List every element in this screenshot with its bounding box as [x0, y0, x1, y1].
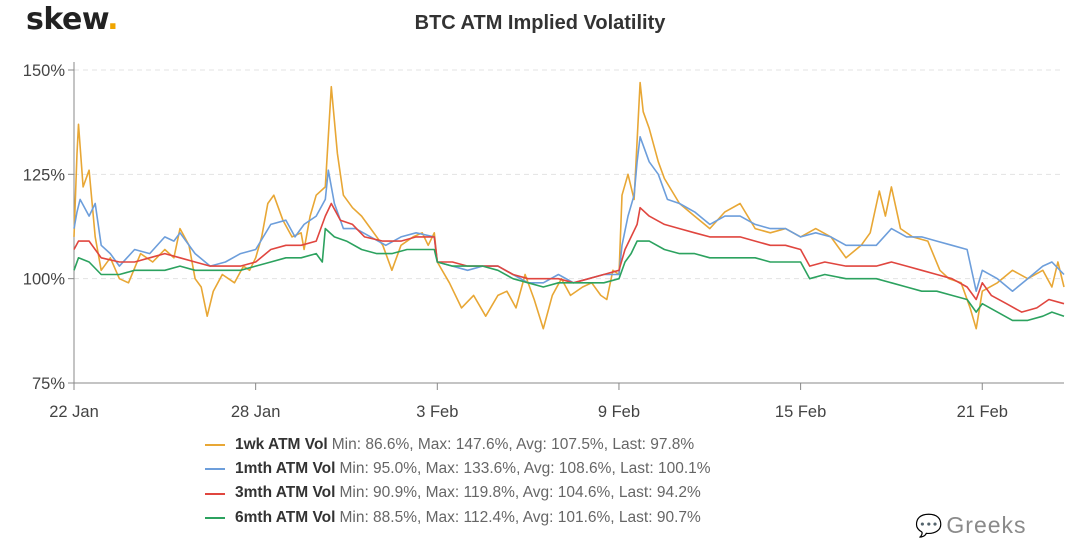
legend-series-name: 1mth ATM Vol: [235, 460, 336, 478]
legend-swatch: [205, 444, 225, 447]
watermark-text: Greeks: [946, 512, 1027, 538]
x-tick-label: 22 Jan: [49, 403, 99, 421]
y-tick-label: 125%: [23, 166, 66, 184]
axes: 75% 100% 125% 150% 22 Jan 28 Jan 3 Feb 9 Feb 15 …: [23, 62, 1064, 421]
legend-swatch: [205, 516, 225, 519]
legend-swatch: [205, 492, 225, 495]
x-tick-label: 3 Feb: [416, 403, 458, 421]
skew-logo: skew.: [26, 2, 119, 37]
series-line-3: [73, 202, 1065, 313]
x-tick-label: 28 Jan: [231, 403, 281, 421]
legend-swatch: [205, 468, 225, 471]
logo-dot: .: [107, 2, 119, 37]
legend-item[interactable]: 1mth ATM Vol Min: 95.0%, Max: 133.6%, Avg…: [205, 457, 711, 481]
y-tick-label: 75%: [32, 375, 65, 393]
grid-lines: [74, 69, 1064, 280]
legend-series-name: 1wk ATM Vol: [235, 436, 328, 453]
legend-series-stats: Min: 86.6%, Max: 147.6%, Avg: 107.5%, La…: [331, 436, 695, 453]
volatility-line-chart: 75% 100% 125% 150% 22 Jan 28 Jan 3 Feb 9 Feb 15 …: [23, 62, 1065, 421]
x-tick-label: 21 Feb: [957, 403, 1008, 421]
legend-series-name: 3mth ATM Vol: [235, 484, 336, 502]
legend-item[interactable]: 3mth ATM Vol Min: 90.9%, Max: 119.8%, Avg…: [205, 481, 711, 505]
series-line-4: [73, 227, 1065, 322]
y-tick-label: 150%: [23, 62, 66, 80]
series-line-1: [73, 81, 1065, 330]
watermark: 💬 Greeks: [915, 512, 1027, 539]
series-lines: [73, 81, 1065, 330]
legend-series-stats: Min: 88.5%, Max: 112.4%, Avg: 101.6%, La…: [339, 508, 701, 526]
x-tick-label: 15 Feb: [775, 403, 826, 421]
legend-item[interactable]: 6mth ATM Vol Min: 88.5%, Max: 112.4%, Avg…: [205, 506, 711, 530]
logo-text: skew: [26, 2, 108, 37]
wechat-icon: 💬: [915, 512, 943, 538]
chart-title: BTC ATM Implied Volatility: [414, 12, 666, 34]
y-tick-label: 100%: [23, 271, 66, 289]
legend-series-name: 6mth ATM Vol: [235, 508, 336, 526]
legend-series-stats: Min: 95.0%, Max: 133.6%, Avg: 108.6%, La…: [339, 460, 711, 478]
chart-legend: 1wk ATM Vol Min: 86.6%, Max: 147.6%, Avg:…: [205, 433, 711, 530]
x-tick-label: 9 Feb: [598, 403, 640, 421]
legend-item[interactable]: 1wk ATM Vol Min: 86.6%, Max: 147.6%, Avg:…: [205, 433, 711, 457]
legend-series-stats: Min: 90.9%, Max: 119.8%, Avg: 104.6%, La…: [339, 484, 701, 502]
